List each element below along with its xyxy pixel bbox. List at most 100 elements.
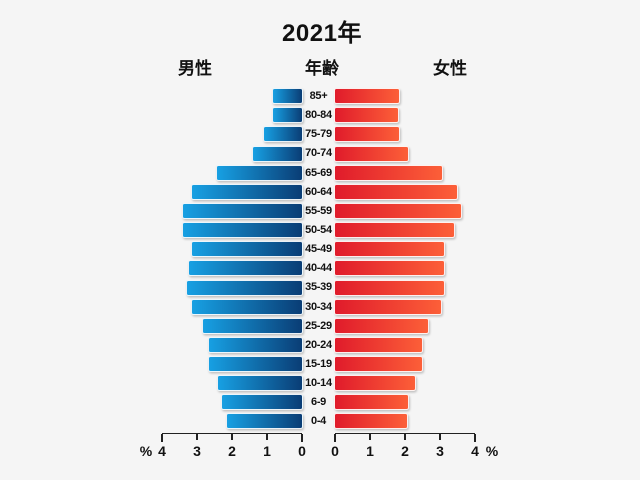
axis-tick-label: 0 (331, 443, 339, 459)
pyramid-row: 10-14 (162, 374, 475, 393)
female-bar (334, 126, 400, 143)
male-bar-cell (162, 125, 303, 144)
male-bar-cell (162, 336, 303, 355)
male-bar (191, 183, 303, 200)
male-bar (181, 222, 303, 239)
pyramid-row: 85+ (162, 87, 475, 106)
pyramid-row: 30-34 (162, 298, 475, 317)
pyramid-row: 25-29 (162, 317, 475, 336)
axis-tick-label: 4 (158, 443, 166, 459)
axis-tick-label: 2 (401, 443, 409, 459)
axis-tick (334, 434, 336, 442)
female-bar-cell (334, 298, 475, 317)
female-group-header: 女性 (433, 59, 467, 78)
pyramid-row: 55-59 (162, 202, 475, 221)
male-bar (191, 298, 303, 315)
male-bar (191, 241, 303, 258)
age-label: 6-9 (311, 396, 326, 409)
axis-right: 0 1 2 3 4 (331, 433, 479, 462)
male-bar-cell (162, 240, 303, 259)
female-bar (334, 413, 408, 430)
female-bar (334, 222, 455, 239)
male-bar-cell (162, 221, 303, 240)
female-bar-cell (334, 202, 475, 221)
pyramid-row: 45-49 (162, 240, 475, 259)
axis-tick-label: 3 (193, 443, 201, 459)
age-label: 45-49 (305, 243, 332, 256)
age-label: 40-44 (305, 262, 332, 275)
axis-tick (439, 434, 441, 440)
male-bar-cell (162, 164, 303, 183)
age-label: 65-69 (305, 166, 332, 179)
pyramid-row: 80-84 (162, 106, 475, 125)
male-bar-cell (162, 298, 303, 317)
male-bar (226, 413, 303, 430)
pyramid-row: 20-24 (162, 336, 475, 355)
axis-tick-label: 4 (471, 443, 479, 459)
female-bar (334, 336, 424, 353)
female-bar (334, 145, 410, 162)
age-label: 15-19 (305, 357, 332, 370)
male-bar-cell (162, 183, 303, 202)
male-bar (181, 202, 303, 219)
axis-tick (404, 434, 406, 440)
female-bar (334, 164, 443, 181)
pyramid-row: 40-44 (162, 259, 475, 278)
age-label: 75-79 (305, 128, 332, 141)
male-bar (262, 126, 303, 143)
female-bar-cell (334, 259, 475, 278)
axis-tick-label: 1 (263, 443, 271, 459)
male-bar-cell (162, 87, 303, 106)
pyramid-row: 0-4 (162, 412, 475, 431)
female-bar-cell (334, 144, 475, 163)
age-label: 10-14 (305, 377, 332, 390)
axis-tick (266, 434, 268, 440)
female-bar-cell (334, 125, 475, 144)
percent-label-left: % (139, 443, 153, 459)
male-bar (201, 317, 303, 334)
age-label: 70-74 (305, 147, 332, 160)
axis-tick (196, 434, 198, 440)
male-bar (207, 356, 303, 373)
male-bar-cell (162, 278, 303, 297)
female-bar (334, 183, 459, 200)
female-bar-cell (334, 317, 475, 336)
female-bar (334, 241, 446, 258)
age-label: 85+ (309, 90, 328, 102)
female-bar-cell (334, 106, 475, 125)
female-bar-cell (334, 355, 475, 374)
pyramid-rows: 85+ 80-84 75-79 70-74 65-69 60-64 55-59 50-54 45… (162, 87, 475, 432)
age-label: 25-29 (305, 319, 332, 332)
axis-tick (369, 434, 371, 440)
axis-tick (301, 434, 303, 442)
age-group-header: 年齢 (305, 59, 339, 78)
male-bar-cell (162, 374, 303, 393)
female-bar-cell (334, 278, 475, 297)
female-bar-cell (334, 336, 475, 355)
female-bar (334, 394, 410, 411)
female-bar (334, 317, 429, 334)
percent-label-right: % (485, 443, 499, 459)
age-label: 20-24 (305, 338, 332, 351)
male-bar (187, 260, 303, 277)
axis-tick (161, 434, 163, 442)
male-bar-cell (162, 412, 303, 431)
male-group-header: 男性 (178, 59, 212, 78)
female-bar (334, 356, 424, 373)
male-bar (215, 164, 303, 181)
age-label: 0-4 (311, 415, 326, 428)
axis-tick-label: 1 (366, 443, 374, 459)
male-bar-cell (162, 317, 303, 336)
female-bar (334, 202, 462, 219)
axis-tick-label: 0 (298, 443, 306, 459)
male-bar-cell (162, 259, 303, 278)
axis-tick-label: 3 (436, 443, 444, 459)
female-bar-cell (334, 374, 475, 393)
pyramid-row: 50-54 (162, 221, 475, 240)
male-bar (185, 279, 303, 296)
male-bar (251, 145, 303, 162)
female-bar (334, 88, 400, 105)
axis-tick (231, 434, 233, 440)
pyramid-row: 70-74 (162, 144, 475, 163)
